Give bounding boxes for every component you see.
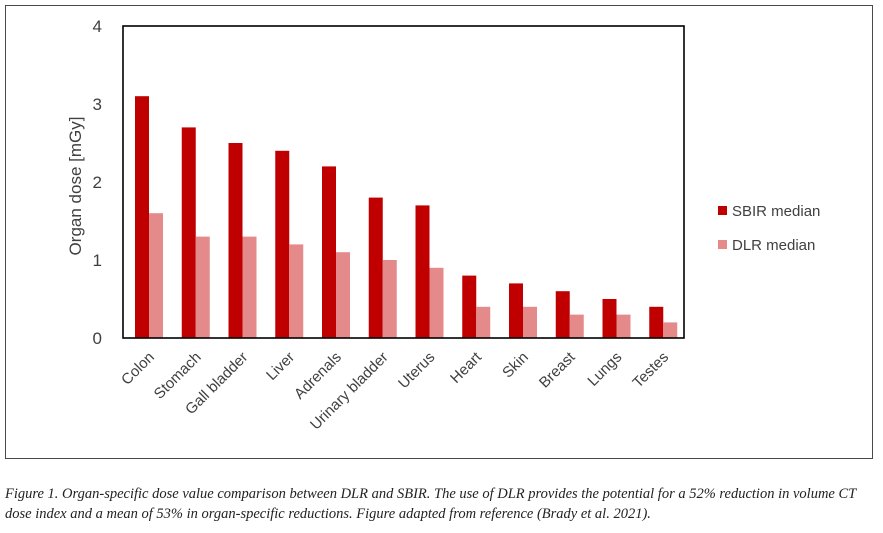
bar-sbir-breast bbox=[555, 291, 570, 338]
bar-dlr-urinary-bladder bbox=[382, 260, 397, 338]
legend: SBIR median DLR median bbox=[718, 203, 820, 254]
x-tick-label: Liver bbox=[263, 349, 298, 384]
bar-sbir-liver bbox=[275, 150, 290, 338]
bar-dlr-breast bbox=[569, 314, 584, 338]
legend-label: DLR median bbox=[732, 237, 815, 254]
bar-dlr-gall-bladder bbox=[242, 236, 257, 338]
bar-dlr-liver bbox=[289, 244, 304, 338]
bar-sbir-lungs bbox=[602, 299, 617, 338]
bar-sbir-urinary-bladder bbox=[368, 197, 383, 338]
x-tick-label: Colon bbox=[118, 349, 158, 389]
bar-dlr-uterus bbox=[429, 267, 444, 338]
legend-label: SBIR median bbox=[732, 203, 820, 220]
bar-dlr-skin bbox=[523, 306, 537, 338]
y-tick-label: 1 bbox=[93, 251, 102, 270]
x-tick-label: Testes bbox=[629, 349, 672, 392]
x-tick-label: Uterus bbox=[395, 349, 438, 392]
bar-dlr-testes bbox=[663, 322, 678, 338]
x-tick-label: Heart bbox=[447, 348, 486, 387]
y-tick-label: 3 bbox=[93, 95, 102, 114]
bar-sbir-skin bbox=[509, 283, 523, 338]
legend-swatch bbox=[718, 240, 727, 249]
bar-sbir-stomach bbox=[181, 127, 196, 339]
x-tick-label: Breast bbox=[536, 348, 579, 391]
bar-dlr-lungs bbox=[616, 314, 631, 338]
bar-sbir-uterus bbox=[415, 205, 430, 338]
x-tick-label: Lungs bbox=[584, 349, 625, 390]
bar-sbir-testes bbox=[649, 306, 664, 338]
bar-sbir-gall-bladder bbox=[228, 143, 243, 338]
legend-swatch bbox=[718, 206, 727, 215]
figure-caption: Figure 1. Organ-specific dose value comp… bbox=[5, 486, 856, 522]
x-tick-label: Skin bbox=[499, 349, 532, 382]
bar-dlr-stomach bbox=[195, 236, 210, 338]
bar-sbir-adrenals bbox=[322, 166, 336, 338]
y-tick-label: 0 bbox=[93, 329, 102, 348]
bar-sbir-colon bbox=[135, 96, 149, 338]
bar-dlr-colon bbox=[149, 213, 163, 338]
y-tick-label: 2 bbox=[93, 173, 102, 192]
y-tick-label: 4 bbox=[93, 17, 102, 36]
bar-dlr-adrenals bbox=[336, 252, 350, 338]
plot-area-border bbox=[122, 25, 685, 339]
y-axis-label: Organ dose [mGy] bbox=[66, 117, 85, 256]
bar-sbir-heart bbox=[462, 275, 477, 338]
bar-dlr-heart bbox=[476, 306, 491, 338]
